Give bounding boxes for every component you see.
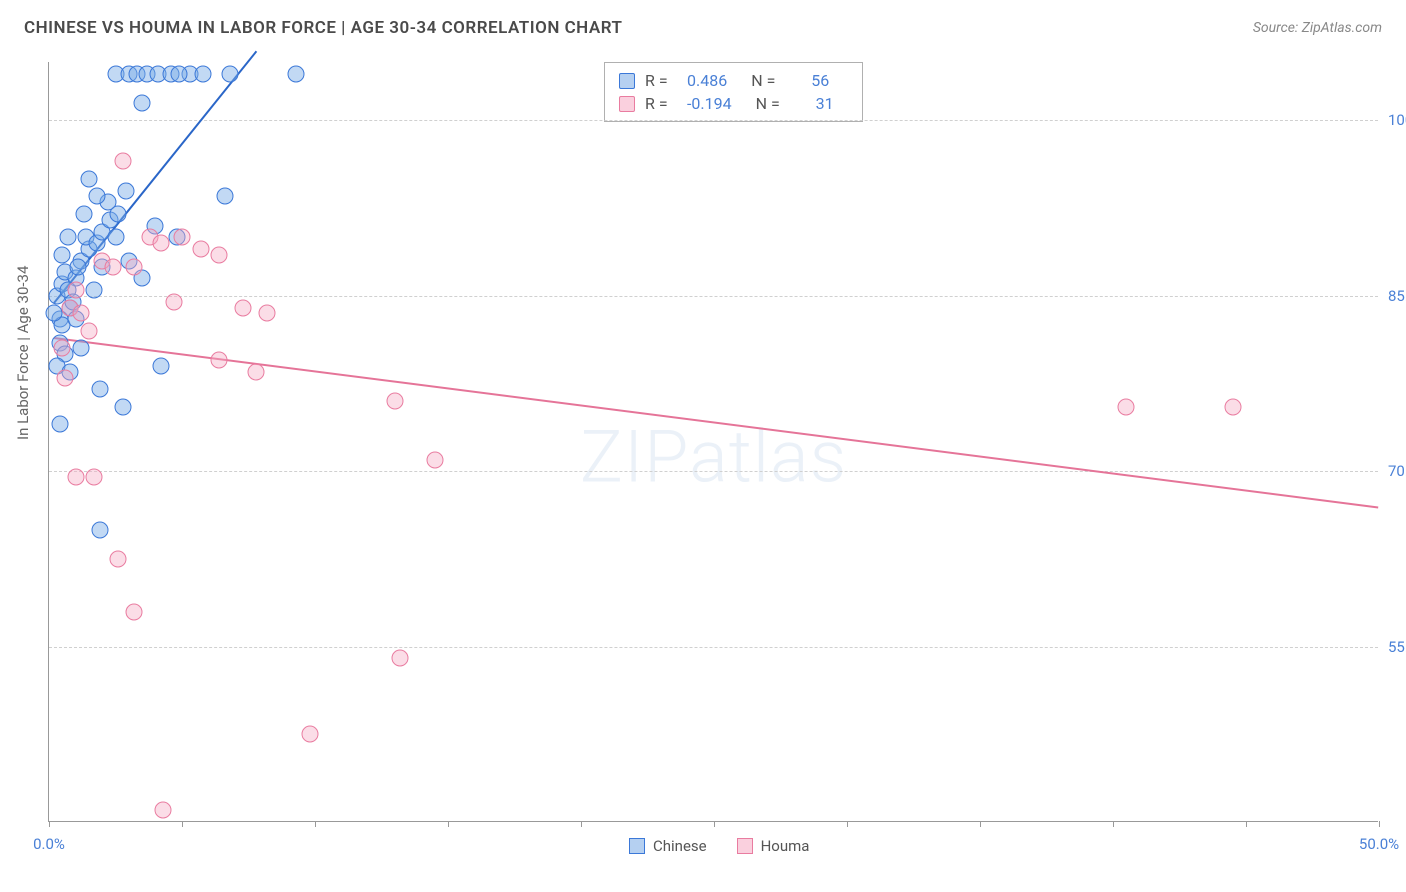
data-point-houma — [259, 305, 276, 322]
x-tick — [980, 821, 981, 827]
regression-line-houma — [54, 337, 1379, 509]
data-point-chinese — [288, 65, 305, 82]
data-point-houma — [1118, 398, 1135, 415]
legend-swatch-pink — [619, 96, 635, 112]
data-point-houma — [248, 363, 265, 380]
gridline-h — [49, 471, 1378, 472]
data-point-houma — [152, 235, 169, 252]
legend-N-value-houma: 31 — [798, 94, 848, 113]
data-point-chinese — [59, 229, 76, 246]
legend-R-value-houma: -0.194 — [687, 94, 746, 113]
legend-item-chinese: Chinese — [629, 837, 707, 855]
scatter-chart: ZIPatlas R = 0.486 N = 56 R = -0.194 N =… — [48, 62, 1378, 822]
data-point-houma — [192, 241, 209, 258]
data-point-houma — [80, 322, 97, 339]
data-point-chinese — [171, 65, 188, 82]
data-point-chinese — [115, 398, 132, 415]
y-axis-label: In Labor Force | Age 30-34 — [14, 266, 32, 440]
data-point-chinese — [51, 416, 68, 433]
x-tick — [714, 821, 715, 827]
legend-row-chinese: R = 0.486 N = 56 — [619, 69, 848, 92]
gridline-h — [49, 120, 1378, 121]
legend-label-chinese: Chinese — [653, 837, 707, 855]
data-point-houma — [211, 246, 228, 263]
data-point-houma — [115, 153, 132, 170]
data-point-chinese — [110, 206, 127, 223]
chart-source: Source: ZipAtlas.com — [1253, 20, 1382, 36]
data-point-houma — [126, 258, 143, 275]
data-point-houma — [426, 451, 443, 468]
legend-swatch-blue — [619, 73, 635, 89]
legend-N-label: N = — [751, 71, 783, 90]
x-tick — [1113, 821, 1114, 827]
data-point-chinese — [72, 340, 89, 357]
data-point-houma — [386, 393, 403, 410]
data-point-houma — [86, 469, 103, 486]
data-point-chinese — [107, 229, 124, 246]
data-point-houma — [1224, 398, 1241, 415]
correlation-legend: R = 0.486 N = 56 R = -0.194 N = 31 — [604, 62, 863, 122]
gridline-h — [49, 647, 1378, 648]
data-point-chinese — [91, 381, 108, 398]
data-point-chinese — [54, 246, 71, 263]
x-tick — [49, 821, 50, 827]
legend-swatch-pink — [737, 838, 753, 854]
x-tick — [1246, 821, 1247, 827]
y-tick-label: 70.0% — [1388, 462, 1406, 480]
legend-swatch-blue — [629, 838, 645, 854]
data-point-houma — [155, 802, 172, 819]
data-point-chinese — [221, 65, 238, 82]
data-point-houma — [174, 229, 191, 246]
data-point-chinese — [118, 182, 135, 199]
x-tick — [448, 821, 449, 827]
data-point-chinese — [152, 358, 169, 375]
gridline-h — [49, 296, 1378, 297]
legend-item-houma: Houma — [737, 837, 810, 855]
x-tick — [581, 821, 582, 827]
x-tick-label: 0.0% — [33, 835, 65, 853]
data-point-houma — [301, 726, 318, 743]
data-point-chinese — [216, 188, 233, 205]
series-legend: Chinese Houma — [629, 837, 809, 855]
legend-label-houma: Houma — [761, 837, 810, 855]
data-point-chinese — [88, 188, 105, 205]
x-tick — [847, 821, 848, 827]
chart-title: CHINESE VS HOUMA IN LABOR FORCE | AGE 30… — [24, 18, 622, 38]
x-tick — [182, 821, 183, 827]
watermark-text: ZIPatlas — [580, 414, 847, 499]
data-point-houma — [67, 469, 84, 486]
data-point-houma — [166, 293, 183, 310]
y-tick-label: 85.0% — [1388, 287, 1406, 305]
data-point-chinese — [134, 94, 151, 111]
data-point-chinese — [91, 521, 108, 538]
data-point-chinese — [80, 170, 97, 187]
data-point-houma — [54, 340, 71, 357]
legend-N-value-chinese: 56 — [793, 71, 843, 90]
legend-R-label: R = — [645, 94, 677, 113]
y-tick-label: 100.0% — [1388, 111, 1406, 129]
x-tick — [315, 821, 316, 827]
data-point-chinese — [46, 305, 63, 322]
legend-R-label: R = — [645, 71, 677, 90]
data-point-chinese — [70, 258, 87, 275]
data-point-chinese — [195, 65, 212, 82]
data-point-houma — [235, 299, 252, 316]
data-point-houma — [126, 603, 143, 620]
data-point-houma — [211, 352, 228, 369]
data-point-houma — [110, 550, 127, 567]
x-tick-label: 50.0% — [1359, 835, 1399, 853]
data-point-houma — [104, 258, 121, 275]
data-point-houma — [392, 650, 409, 667]
data-point-chinese — [86, 282, 103, 299]
legend-row-houma: R = -0.194 N = 31 — [619, 92, 848, 115]
data-point-houma — [72, 305, 89, 322]
x-tick — [1379, 821, 1380, 827]
data-point-houma — [56, 369, 73, 386]
data-point-houma — [67, 282, 84, 299]
data-point-chinese — [75, 206, 92, 223]
legend-R-value-chinese: 0.486 — [687, 71, 741, 90]
legend-N-label: N = — [756, 94, 788, 113]
y-tick-label: 55.0% — [1388, 638, 1406, 656]
